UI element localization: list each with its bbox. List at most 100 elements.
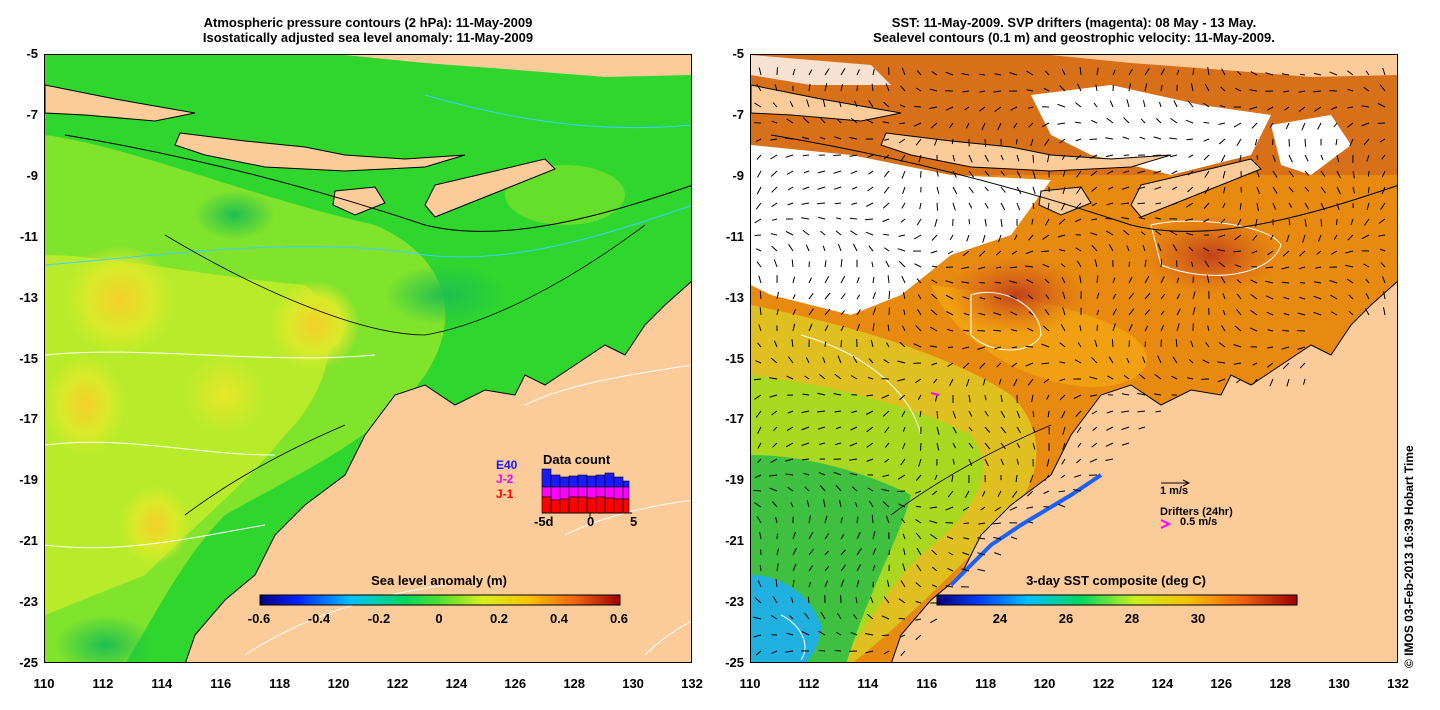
velocity-arrow: [1075, 121, 1082, 124]
velocity-arrow: [885, 515, 890, 524]
velocity-arrow: [947, 346, 954, 348]
y-tick-label: -21: [725, 533, 744, 549]
sst-colorbar-tick: 28: [1124, 611, 1140, 626]
velocity-arrow: [1192, 307, 1196, 316]
velocity-arrow: [1016, 410, 1021, 419]
velocity-arrow: [993, 536, 1002, 540]
cloud-mask-north: [751, 145, 1051, 315]
velocity-arrow: [1378, 218, 1386, 224]
velocity-arrow: [1233, 344, 1242, 348]
velocity-arrow: [865, 231, 874, 236]
velocity-arrow: [1249, 106, 1258, 110]
velocity-arrow: [1061, 276, 1066, 284]
velocity-arrow: [1105, 458, 1114, 461]
velocity-arrow: [856, 323, 860, 332]
velocity-arrow: [756, 83, 762, 92]
velocity-arrow: [850, 375, 858, 380]
velocity-arrow: [1176, 277, 1180, 284]
velocity-arrow: [1283, 296, 1290, 300]
velocity-arrow: [1272, 154, 1276, 162]
sla-colorbar-tick: 0.6: [609, 611, 629, 626]
velocity-arrow: [824, 292, 831, 300]
velocity-arrow: [856, 85, 858, 92]
velocity-arrow: [824, 276, 830, 284]
velocity-arrow: [771, 410, 778, 416]
velocity-arrow: [930, 250, 938, 254]
velocity-arrow: [1236, 138, 1242, 146]
velocity-arrow: [839, 499, 842, 508]
velocity-arrow: [898, 138, 906, 144]
velocity-arrow: [885, 260, 890, 268]
velocity-arrow: [982, 378, 986, 386]
velocity-arrow: [1348, 310, 1354, 316]
velocity-arrow: [993, 296, 1002, 300]
velocity-arrow: [867, 487, 874, 492]
velocity-arrow: [786, 170, 794, 175]
velocity-arrow: [968, 186, 974, 194]
velocity-arrow: [1128, 308, 1135, 316]
velocity-arrow: [1137, 202, 1146, 205]
velocity-arrow: [1223, 186, 1226, 194]
velocity-arrow: [757, 458, 762, 464]
velocity-arrow: [840, 310, 845, 316]
velocity-arrow: [915, 378, 922, 384]
velocity-arrow: [1188, 154, 1194, 158]
velocity-arrow: [771, 245, 778, 252]
velocity-arrow: [818, 649, 826, 652]
velocity-arrow: [824, 533, 830, 540]
velocity-arrow: [787, 356, 794, 364]
australia-land-sst: [891, 281, 1397, 662]
velocity-arrow: [786, 375, 794, 380]
velocity-arrow: [916, 278, 922, 284]
velocity-arrow: [772, 501, 778, 508]
velocity-arrow: [888, 549, 890, 556]
velocity-arrow: [966, 234, 970, 242]
velocity-arrow: [755, 202, 762, 210]
velocity-arrow: [840, 517, 843, 524]
velocity-arrow: [808, 565, 813, 572]
velocity-arrow: [916, 547, 922, 556]
velocity-arrow: [1061, 68, 1066, 76]
velocity-arrow: [1185, 202, 1194, 208]
velocity-arrow: [919, 410, 922, 417]
velocity-arrow: [997, 490, 1002, 497]
velocity-arrow: [1073, 489, 1082, 492]
velocity-arrow: [817, 410, 826, 413]
velocity-arrow: [1187, 100, 1194, 108]
velocity-arrow: [757, 442, 762, 449]
velocity-arrow: [984, 138, 987, 148]
velocity-arrow: [1285, 122, 1290, 130]
x-tick-label: 112: [92, 676, 114, 691]
velocity-arrow: [1218, 234, 1226, 238]
velocity-arrow: [849, 136, 858, 140]
velocity-arrow: [978, 250, 986, 257]
velocity-arrow: [979, 90, 986, 93]
velocity-arrow: [1044, 474, 1050, 481]
velocity-arrow: [1250, 309, 1258, 316]
y-tick-label: -13: [19, 289, 38, 305]
velocity-arrow: [1061, 410, 1066, 419]
velocity-arrow: [1336, 154, 1340, 163]
velocity-arrow: [849, 217, 858, 220]
velocity-arrow: [1121, 442, 1130, 446]
velocity-arrow: [852, 243, 858, 252]
velocity-arrow: [952, 426, 957, 434]
velocity-arrow: [840, 340, 843, 348]
velocity-arrow: [901, 518, 906, 524]
velocity-arrow: [871, 261, 874, 268]
velocity-arrow: [1016, 458, 1019, 465]
velocity-arrow: [1298, 90, 1306, 93]
velocity-arrow: [883, 186, 890, 194]
velocity-arrow: [866, 613, 874, 620]
velocity-arrow: [837, 613, 842, 620]
velocity-arrow: [903, 548, 906, 556]
velocity-arrow: [1154, 393, 1162, 396]
velocity-arrow: [801, 631, 810, 636]
velocity-arrow: [1044, 309, 1050, 316]
sst-colorbar-title: 3-day SST composite (deg C): [1026, 573, 1206, 588]
velocity-arrow: [840, 84, 843, 92]
velocity-arrow: [773, 340, 778, 348]
velocity-arrow: [1090, 170, 1098, 177]
data-count-histogram: [541, 468, 632, 517]
velocity-arrow: [1266, 311, 1274, 316]
